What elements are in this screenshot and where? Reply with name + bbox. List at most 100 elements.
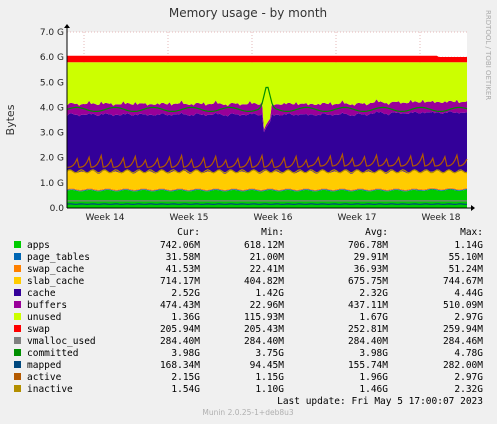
legend-value: 282.00M [443, 360, 483, 371]
legend-swatch-inactive [14, 385, 21, 392]
y-tick-label: 0.0 [50, 204, 65, 214]
legend-value: 618.12M [244, 240, 284, 251]
y-tick-label: 1.0 G [40, 179, 64, 189]
legend-name: unused [27, 312, 61, 323]
y-tick-label: 5.0 G [40, 78, 64, 88]
area-page-tables [67, 188, 467, 192]
legend-value: 29.91M [354, 252, 389, 263]
legend-name: mapped [27, 360, 61, 371]
x-tick-label: Week 15 [170, 213, 209, 223]
legend-name: vmalloc_used [27, 336, 96, 347]
line-layer [66, 86, 468, 206]
x-tick-label: Week 14 [86, 213, 125, 223]
legend-value: 41.53M [166, 264, 201, 275]
legend-value: 1.36G [171, 312, 200, 323]
area-unused [67, 62, 467, 130]
area-slab-cache [67, 169, 467, 190]
legend-value: 259.94M [443, 324, 483, 335]
munin-footer: Munin 2.0.25-1+deb8u3 [202, 408, 293, 417]
legend-header-max: Max: [460, 227, 483, 238]
area-apps [67, 189, 467, 208]
legend-value: 284.40M [244, 336, 284, 347]
legend-name: apps [27, 240, 50, 251]
legend-value: 2.32G [454, 384, 483, 395]
legend-value: 284.40M [160, 336, 200, 347]
legend-swatch-unused [14, 313, 21, 320]
legend-name: buffers [27, 300, 67, 311]
legend-name: committed [27, 348, 78, 359]
legend-value: 742.06M [160, 240, 200, 251]
x-tick-label: Week 18 [422, 213, 461, 223]
legend-value: 55.10M [449, 252, 484, 263]
legend-value: 205.94M [160, 324, 200, 335]
legend-value: 706.78M [348, 240, 388, 251]
legend-swatch-vmalloc-used [14, 337, 21, 344]
legend-header-avg: Avg: [365, 227, 388, 238]
legend-value: 3.98G [171, 348, 200, 359]
legend-value: 1.67G [359, 312, 388, 323]
legend-value: 1.10G [255, 384, 284, 395]
y-tick-label: 3.0 G [40, 129, 64, 139]
legend-header-min: Min: [261, 227, 284, 238]
legend-value: 155.74M [348, 360, 388, 371]
legend-value: 1.54G [171, 384, 200, 395]
x-tick-label: Week 16 [254, 213, 293, 223]
y-axis-arrow [64, 24, 70, 28]
y-tick-label: 2.0 G [40, 154, 64, 164]
x-axis-arrow [471, 205, 475, 211]
legend-swatch-mapped [14, 361, 21, 368]
area-swap-cache [67, 187, 467, 191]
y-tick-label: 4.0 G [40, 103, 64, 113]
legend-name: swap_cache [27, 264, 84, 275]
x-tick-label: Week 17 [338, 213, 377, 223]
legend-value: 115.93M [244, 312, 284, 323]
legend-header-cur: Cur: [177, 227, 200, 238]
axis-layer: 0.0 1.0 G 2.0 G 3.0 G 4.0 G 5.0 G 6.0 G 7.0 G We… [40, 24, 475, 223]
legend-name: inactive [27, 384, 73, 395]
legend-value: 3.98G [359, 348, 388, 359]
area-buffers [67, 99, 467, 133]
legend-value: 2.15G [171, 372, 200, 383]
legend-swatch-active [14, 373, 21, 380]
y-tick-label: 7.0 G [40, 28, 64, 38]
legend-value: 2.97G [454, 372, 483, 383]
chart-title: Memory usage - by month [169, 6, 327, 20]
legend-value: 252.81M [348, 324, 388, 335]
y-tick-label: 6.0 G [40, 53, 64, 63]
legend-value: 284.46M [443, 336, 483, 347]
legend-value: 21.00M [250, 252, 285, 263]
legend-name: cache [27, 288, 56, 299]
area-swap [67, 55, 467, 63]
area-cache [67, 111, 467, 174]
legend-value: 744.67M [443, 276, 483, 287]
legend-swatch-buffers [14, 301, 21, 308]
legend-swatch-swap-cache [14, 265, 21, 272]
legend-name: active [27, 372, 62, 383]
line-inactive [66, 169, 468, 174]
legend-value: 205.43M [244, 324, 284, 335]
legend-name: page_tables [27, 252, 90, 263]
legend-value: 4.78G [454, 348, 483, 359]
legend-value: 404.82M [244, 276, 284, 287]
y-axis-label: Bytes [4, 104, 17, 135]
line-mapped [66, 203, 467, 206]
legend-swatch-cache [14, 289, 21, 296]
legend-value: 1.46G [359, 384, 388, 395]
legend-value: 2.97G [454, 312, 483, 323]
legend-value: 94.45M [250, 360, 285, 371]
legend-value: 36.93M [354, 264, 389, 275]
legend-value: 474.43M [160, 300, 200, 311]
legend-value: 2.52G [171, 288, 200, 299]
legend-name: slab_cache [27, 276, 84, 287]
line-committed [66, 86, 468, 112]
legend-value: 675.75M [348, 276, 388, 287]
last-update-text: Last update: Fri May 5 17:00:07 2023 [277, 396, 483, 407]
legend-swatch-swap [14, 325, 21, 332]
legend-value: 51.24M [449, 264, 484, 275]
legend-value: 4.44G [454, 288, 483, 299]
legend-value: 3.75G [255, 348, 284, 359]
legend-swatch-slab-cache [14, 277, 21, 284]
legend-name: swap [27, 324, 50, 335]
